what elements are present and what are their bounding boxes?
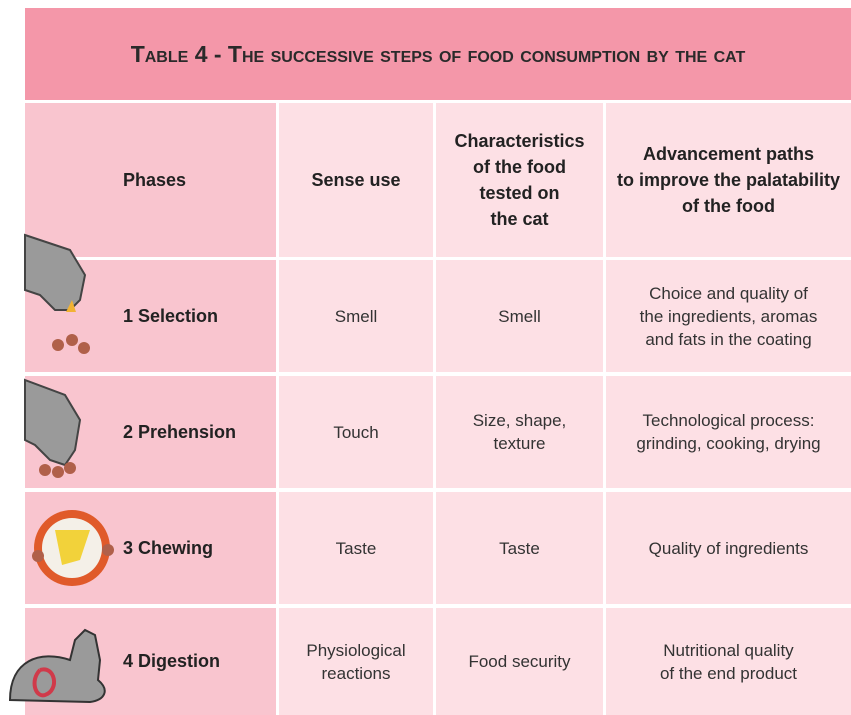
- table-cell: Quality of ingredients: [606, 492, 851, 604]
- table-cell: Smell: [436, 260, 603, 372]
- table-title: Table 4 - The successive steps of food c…: [25, 8, 851, 100]
- table-cell: Nutritional quality of the end product: [606, 608, 851, 715]
- column-header: Advancement paths to improve the palatab…: [606, 103, 851, 257]
- column-header: Phases: [25, 103, 276, 257]
- table-cell: Food security: [436, 608, 603, 715]
- table-cell: Taste: [279, 492, 433, 604]
- column-header: Characteristics of the food tested on th…: [436, 103, 603, 257]
- table-cell: Choice and quality of the ingredients, a…: [606, 260, 851, 372]
- table-cell: Size, shape, texture: [436, 376, 603, 488]
- table-cell: Taste: [436, 492, 603, 604]
- cat-prehension-icon: [24, 378, 82, 478]
- cat-icons: [8, 233, 114, 704]
- table-cell: Touch: [279, 376, 433, 488]
- table-cell: Technological process: grinding, cooking…: [606, 376, 851, 488]
- column-header: Sense use: [279, 103, 433, 257]
- cat-selection-icon: [24, 233, 90, 354]
- table-cell: Physiological reactions: [279, 608, 433, 715]
- cat-digestion-icon: [8, 628, 106, 704]
- table-cell: Smell: [279, 260, 433, 372]
- cat-chewing-icon: [32, 510, 114, 586]
